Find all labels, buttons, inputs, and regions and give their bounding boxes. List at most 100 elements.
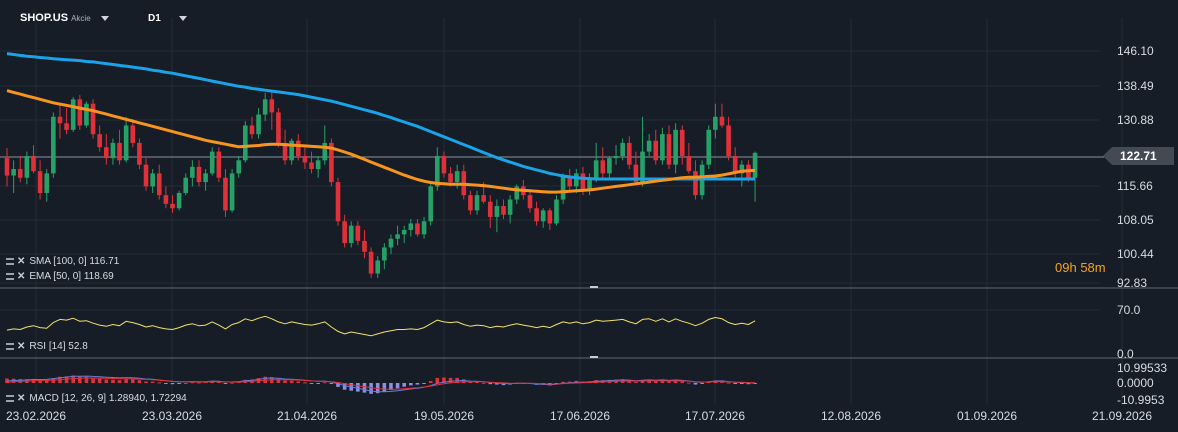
candle-down — [156, 173, 162, 196]
candle-up — [428, 186, 433, 222]
candle-up — [401, 229, 407, 235]
candle-up — [256, 114, 261, 135]
candle-up — [11, 169, 16, 176]
macd-axis-label: -10.9953 — [1117, 393, 1165, 407]
close-icon[interactable]: ✕ — [17, 256, 26, 267]
close-icon[interactable]: ✕ — [17, 341, 26, 352]
candle-down — [481, 195, 486, 202]
candle-up — [322, 142, 328, 161]
candle-down — [4, 158, 10, 176]
candle-up — [474, 195, 480, 211]
ema-legend: ✕ EMA [50, 0] 118.69 — [6, 271, 114, 282]
macd-histogram-bar — [740, 383, 744, 384]
candle-up — [24, 155, 30, 178]
symbol-selector[interactable]: SHOP.US Akcie — [20, 9, 109, 27]
candle-up — [554, 199, 559, 224]
macd-histogram-bar — [726, 382, 731, 384]
candle-down — [719, 116, 725, 126]
candle-up — [607, 158, 612, 174]
candle-up — [315, 160, 321, 170]
macd-histogram-bar — [177, 383, 181, 384]
candle-down — [547, 210, 553, 224]
candle-up — [236, 160, 241, 174]
macd-histogram-bar — [124, 379, 128, 383]
macd-histogram-bar — [680, 381, 685, 383]
macd-histogram-bar — [289, 380, 294, 383]
candle-up — [209, 151, 215, 174]
candle-down — [223, 177, 228, 211]
candle-down — [302, 155, 308, 163]
macd-histogram-bar — [567, 381, 572, 383]
macd-histogram-bar — [475, 381, 479, 383]
macd-histogram-bar — [164, 383, 168, 384]
candle-up — [660, 134, 665, 161]
macd-histogram-bar — [481, 382, 486, 384]
candle-down — [309, 162, 314, 170]
macd-signal-line — [6, 377, 756, 390]
macd-histogram-bar — [322, 382, 327, 384]
price-axis-label: 108.05 — [1117, 213, 1154, 227]
current-price-tag: 122.71 — [1103, 147, 1174, 165]
timer-hours: 09 — [1055, 260, 1070, 275]
macd-histogram-bar — [673, 380, 678, 383]
price-axis-label: 92.83 — [1117, 276, 1147, 290]
timer-hours-unit: h — [1069, 260, 1077, 275]
macd-histogram-bar — [117, 380, 122, 383]
candle-up — [190, 166, 195, 178]
candle-down — [342, 221, 347, 244]
candle-up — [640, 151, 645, 183]
macd-histogram-bar — [197, 382, 201, 384]
macd-histogram-bar — [468, 381, 473, 383]
rsi-legend: ✕ RSI [14] 52.8 — [6, 341, 88, 352]
macd-histogram-bar — [753, 383, 757, 384]
rsi-axis-label: 70.0 — [1117, 303, 1141, 317]
candle-down — [130, 125, 136, 143]
settings-icon[interactable] — [6, 343, 14, 350]
candle-down — [415, 223, 420, 235]
candle-down — [567, 175, 572, 187]
candle-down — [90, 103, 96, 135]
macd-histogram-bar — [329, 383, 334, 384]
x-axis-label: 19.05.2026 — [414, 409, 474, 423]
timeframe-selector[interactable]: D1 — [148, 9, 187, 27]
chevron-down-icon — [178, 15, 187, 21]
candle-down — [77, 99, 83, 126]
macd-histogram-bar — [276, 378, 281, 383]
candle-up — [713, 116, 718, 130]
x-axis-label: 12.08.2026 — [821, 409, 881, 423]
macd-histogram-bar — [91, 377, 95, 383]
candle-up — [348, 225, 354, 244]
candle-up — [574, 173, 579, 187]
macd-histogram-bar — [38, 379, 42, 383]
candle-up — [123, 125, 129, 161]
candle-countdown: 09h 58m — [1055, 260, 1106, 275]
candle-down — [249, 125, 255, 135]
candle-up — [752, 152, 758, 178]
close-icon[interactable]: ✕ — [17, 271, 26, 282]
candle-up — [421, 221, 427, 235]
settings-icon[interactable] — [6, 258, 14, 265]
settings-icon[interactable] — [6, 273, 14, 280]
ema-line — [6, 89, 756, 194]
candle-up — [203, 173, 208, 183]
candle-up — [70, 99, 76, 130]
x-axis-label: 23.03.2026 — [142, 409, 202, 423]
candle-up — [435, 155, 440, 187]
macd-histogram-bar — [71, 375, 75, 383]
settings-icon[interactable] — [6, 395, 14, 402]
candle-down — [329, 142, 334, 183]
macd-histogram-bar — [461, 379, 466, 383]
candle-up — [620, 142, 625, 156]
candle-down — [679, 129, 685, 156]
close-icon[interactable]: ✕ — [17, 393, 26, 404]
x-axis-label: 17.06.2026 — [550, 409, 610, 423]
candle-down — [653, 140, 659, 161]
candle-down — [137, 142, 142, 165]
candle-up — [507, 199, 513, 215]
candle-up — [593, 160, 599, 178]
candle-down — [170, 203, 175, 209]
macd-histogram-bar — [44, 379, 49, 383]
candle-up — [382, 247, 387, 261]
candle-down — [64, 123, 69, 130]
